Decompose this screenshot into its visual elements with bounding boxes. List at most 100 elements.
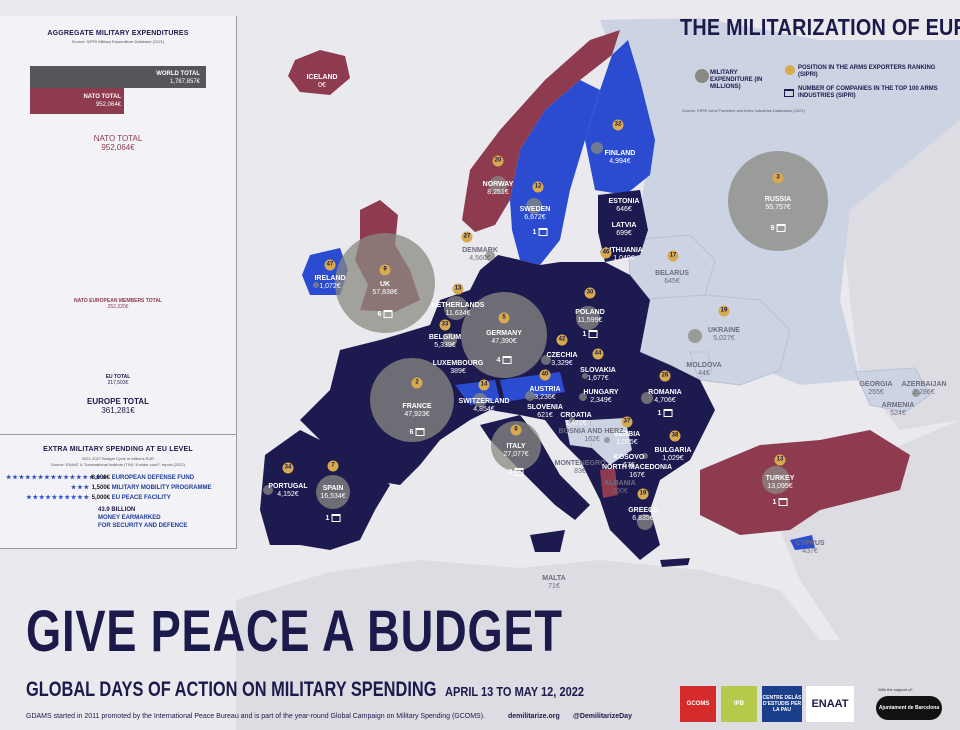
crete-shape <box>660 558 690 567</box>
country-label-germany: GERMANY 47,390€ <box>486 330 522 346</box>
country-label-finland: FINLAND 4,994€ <box>605 150 636 166</box>
country-expenditure: 1,471€ <box>565 420 587 427</box>
bubble-france <box>370 358 454 442</box>
country-expenditure: 1,049€ <box>613 255 635 262</box>
country-name: ARMENIA <box>881 402 915 409</box>
country-label-ukraine: UKRAINE 5,027€ <box>708 327 740 343</box>
rank-badge-italy: 6 <box>510 424 522 436</box>
country-expenditure: 167€ <box>629 472 645 479</box>
companies-count-germany: 4 <box>497 356 512 364</box>
centre-delas-logo: CENTRE DELÀS D'ESTUDIS PER LA PAU <box>762 686 802 722</box>
country-name: SLOVENIA <box>527 404 563 411</box>
country-name: CYPRUS <box>795 540 825 547</box>
rank-badge-belgium: 33 <box>439 319 451 331</box>
country-name: ROMANIA <box>648 389 682 396</box>
country-name: IRELAND <box>314 275 346 282</box>
country-label-serbia: SERBIA 1,075€ <box>614 431 640 447</box>
country-name: POLAND <box>575 309 605 316</box>
page-title: THE MILITARIZATION OF EUROPE <box>680 14 960 40</box>
extra-row-amount: 1,500€ <box>91 485 111 491</box>
country-name: FRANCE <box>402 403 432 410</box>
country-label-slovakia: SLOVAKIA 1,677€ <box>580 367 616 383</box>
extra-sub: 2021-2027 Budget Cycle in millions EUR <box>81 456 155 461</box>
nato-total-bar: NATO TOTAL 952,064€ <box>30 88 124 114</box>
country-label-kosovo: KOSOVO 67€ <box>614 454 645 470</box>
country-label-greece: GREECE 6,835€ <box>628 507 658 523</box>
barcelona-logo: Ajuntament de Barcelona <box>876 696 942 720</box>
country-label-georgia: GEORGIA 255€ <box>859 381 892 397</box>
country-label-turkey: TURKEY 13,095€ <box>766 475 795 491</box>
country-expenditure: 645€ <box>664 278 680 285</box>
companies-number: 9 <box>770 224 775 232</box>
bubble-ireland <box>313 282 319 288</box>
country-label-north-macedonia: NORTH MACEDONIA 167€ <box>602 464 672 480</box>
extra-row-label: EUROPEAN DEFENSE FUND <box>111 475 195 481</box>
country-label-cyprus: CYPRUS 437€ <box>795 540 824 556</box>
rank-badge-spain: 7 <box>327 460 339 472</box>
country-label-portugal: PORTUGAL 4,152€ <box>268 483 307 499</box>
footer-note: GDAMS started in 2011 promoted by the In… <box>26 713 485 720</box>
bubble-slovakia <box>582 373 588 379</box>
companies-number: 1 <box>325 514 330 522</box>
factory-icon <box>538 228 548 236</box>
legend-expenditure-text: MILITARY EXPENDITURE (IN MILLIONS) <box>710 70 763 90</box>
country-expenditure: 1,072€ <box>319 283 341 290</box>
bubble-denmark <box>485 251 495 261</box>
country-name: DENMARK <box>462 247 498 254</box>
country-expenditure: 437€ <box>802 548 818 555</box>
extra-row-amount: 5,000€ <box>91 495 111 501</box>
country-name: ITALY <box>506 443 526 450</box>
map-legend: MILITARY EXPENDITURE (IN MILLIONS) POSIT… <box>680 52 958 122</box>
companies-count-spain: 1 <box>326 514 341 522</box>
country-expenditure: 71€ <box>548 583 560 590</box>
country-name: NORWAY <box>482 181 514 188</box>
country-label-albania: ALBANIA 200€ <box>604 480 636 496</box>
eu-total-value: 217,503€ <box>107 380 129 386</box>
factory-icon <box>331 514 341 522</box>
country-name: NETHERLANDS <box>431 302 485 309</box>
country-name: UKRAINE <box>708 327 740 334</box>
website-link[interactable]: demilitarize.org <box>508 713 560 720</box>
country-expenditure: 5,027€ <box>713 335 735 342</box>
country-name: LUXEMBOURG <box>432 360 484 367</box>
rank-badge-serbia: 37 <box>621 416 633 428</box>
twitter-handle[interactable]: @DemilitarizeDay <box>573 713 632 720</box>
rank-badge-slovakia: 44 <box>592 348 604 360</box>
country-name: RUSSIA <box>764 196 792 203</box>
extra-row-mobility: ★★★ 1,500€ MILITARY MOBILITY PROGRAMME <box>6 484 232 491</box>
country-name: ICELAND <box>306 74 338 81</box>
country-label-luxembourg: LUXEMBOURG 389€ <box>433 360 484 376</box>
factory-icon <box>415 428 425 436</box>
rank-badge-poland: 30 <box>584 287 596 299</box>
country-expenditure: 6,835€ <box>632 515 654 522</box>
country-label-moldova: MOLDOVA 44€ <box>686 362 721 378</box>
country-expenditure: 200€ <box>612 488 628 495</box>
cyprus-shape <box>790 535 815 550</box>
ipb-logo: IPB <box>721 686 757 722</box>
country-name: FINLAND <box>604 150 636 157</box>
slogan: GIVE PEACE A BUDGET <box>26 599 563 664</box>
country-name: SERBIA <box>613 431 641 438</box>
rank-badge-netherlands: 13 <box>452 283 464 295</box>
legend-factory-icon <box>784 89 794 97</box>
country-name: GREECE <box>628 507 658 514</box>
bubble-portugal <box>263 485 273 495</box>
country-label-iceland: ICELAND 0€ <box>306 74 337 90</box>
country-label-armenia: ARMENIA 524€ <box>882 402 915 418</box>
country-expenditure: 6,672€ <box>524 214 546 221</box>
country-expenditure: 699€ <box>616 230 632 237</box>
country-label-estonia: ESTONIA 646€ <box>609 198 640 214</box>
turkey-shape <box>700 430 910 535</box>
country-label-spain: SPAIN 16,534€ <box>320 485 345 501</box>
world-total-value: 1,787,857€ <box>169 79 200 85</box>
country-label-belarus: BELARUS 645€ <box>655 270 689 286</box>
rank-badge-bulgaria: 38 <box>669 430 681 442</box>
country-expenditure: 389€ <box>450 368 466 375</box>
country-expenditure: 11,599€ <box>577 317 603 324</box>
support-label: With the support of: <box>878 687 913 692</box>
country-name: MALTA <box>542 575 566 582</box>
enaat-logo: ENAAT <box>806 686 854 722</box>
companies-count-russia: 9 <box>771 224 786 232</box>
country-expenditure: 524€ <box>890 410 906 417</box>
country-label-austria: AUSTRIA 3,236€ <box>529 386 560 402</box>
